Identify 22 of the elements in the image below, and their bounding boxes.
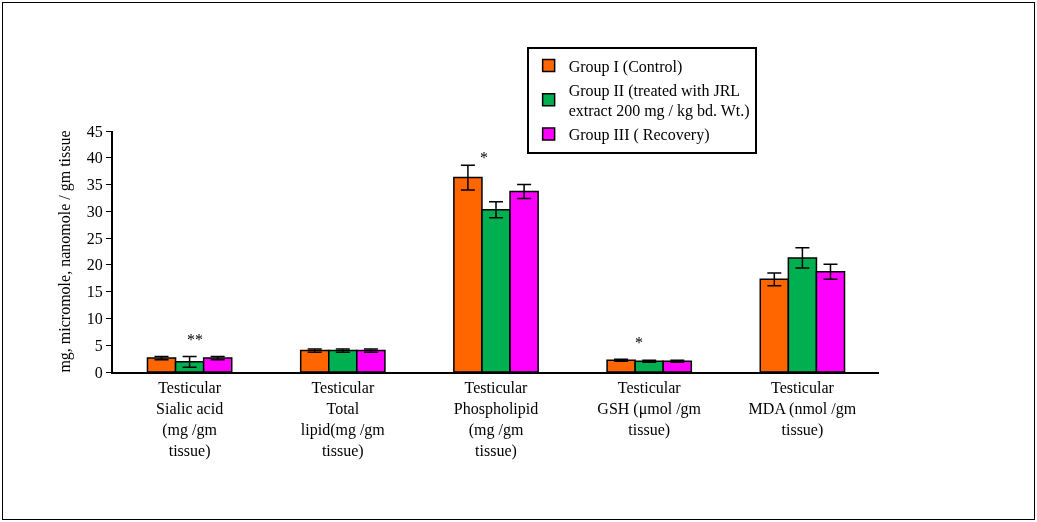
y-axis-title: mg, micromole, nanomole / gm tissue [56, 130, 75, 373]
x-tick-label: Testicular MDA (nmol /gm tissue) [748, 379, 857, 439]
annotation: * [480, 149, 488, 166]
x-tick-label: Testicular Total lipid(mg /gm tissue) [300, 379, 386, 460]
y-tick-label: 15 [86, 283, 103, 301]
legend-label: Group II (treated with JRL extract 200 mg / kg bd. Wt.) [568, 81, 750, 121]
legend-label: Group I (Control) [568, 57, 683, 76]
annotation: ** [187, 331, 203, 348]
x-tick-label: Testicular GSH (μmol /gm tissue) [597, 379, 702, 439]
y-tick-label: 20 [86, 256, 103, 274]
x-tick-label: Testicular Phospholipid (mg /gm tissue) [453, 379, 539, 460]
y-tick-label: 5 [94, 336, 103, 354]
y-tick-label: 25 [86, 229, 103, 247]
y-tick-label: 30 [86, 202, 103, 220]
y-tick-label: 35 [86, 176, 103, 194]
legend-label: Group III ( Recovery) [568, 126, 710, 145]
y-tick-label: 10 [86, 310, 103, 328]
y-tick-label: 45 [86, 122, 103, 140]
y-tick-label: 40 [86, 149, 103, 167]
x-tick-label: Testicular Sialic acid (mg /gm tissue) [156, 379, 224, 460]
annotation: * [635, 334, 643, 351]
y-tick-label: 0 [94, 363, 103, 381]
